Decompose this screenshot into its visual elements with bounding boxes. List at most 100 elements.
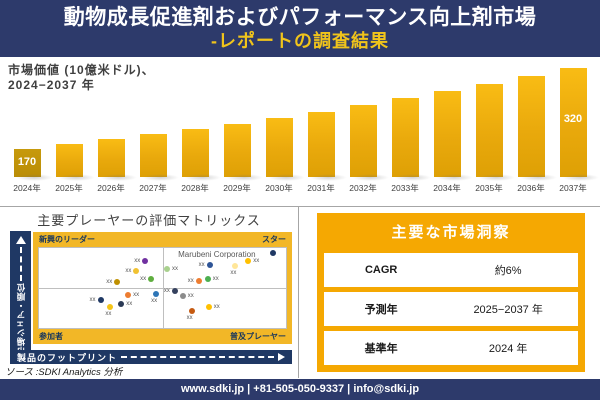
dot-label: xx bbox=[230, 270, 237, 277]
bar-value-label: 320 bbox=[563, 113, 583, 125]
dot-label: xx bbox=[171, 266, 178, 273]
player-dot: xx bbox=[205, 303, 220, 310]
dot-marker bbox=[188, 307, 195, 314]
footer-contact-bar: www.sdki.jp | +81-505-050-9337 | info@sd… bbox=[0, 379, 600, 400]
matrix-frame: 新興のリーダー スター Marubeni Corporation xx xx xx x… bbox=[33, 232, 292, 344]
dot-marker bbox=[270, 249, 277, 256]
player-dot: xx bbox=[230, 263, 239, 276]
dot-marker bbox=[205, 303, 212, 310]
player-dot: xx bbox=[164, 288, 178, 295]
bar bbox=[223, 124, 263, 181]
year-label: 2035年 bbox=[475, 183, 503, 193]
dashed-line-horizontal bbox=[121, 356, 274, 358]
insights-table-header: 主要な市場洞察 bbox=[391, 224, 511, 241]
bar bbox=[391, 98, 431, 181]
insights-table: 主要な市場洞察 CAGR 約6% 予測年 2025−2037 年基準年 2024 年 bbox=[317, 213, 585, 372]
insight-row-label: 基準年 bbox=[364, 343, 398, 355]
dot-label: xx bbox=[126, 300, 133, 307]
insight-row-label: 予測年 bbox=[364, 304, 398, 316]
insight-row-value: 2025−2037 年 bbox=[473, 304, 543, 316]
year-label: 2033年 bbox=[391, 183, 419, 193]
report-header: 動物成長促進剤およびパフォーマンス向上剤市場 -レポートの調査結果 bbox=[0, 0, 600, 57]
insights-rows: CAGR 約6% 予測年 2025−2037 年基準年 2024 年 bbox=[324, 253, 578, 365]
bar bbox=[475, 84, 515, 181]
player-dot: xx bbox=[245, 257, 259, 264]
year-label: 2030年 bbox=[265, 183, 293, 193]
player-dot: xx bbox=[179, 293, 194, 300]
player-dot: xx bbox=[188, 277, 202, 284]
bar-column-2027年: 2027年 bbox=[132, 134, 179, 194]
dot-marker bbox=[204, 275, 211, 282]
year-label: 2027年 bbox=[139, 183, 167, 193]
horizontal-divider bbox=[0, 206, 600, 207]
arrow-right-icon bbox=[278, 353, 285, 361]
bar: 170 bbox=[13, 149, 53, 181]
player-dot: xx bbox=[105, 303, 114, 317]
insight-row-予測年: 予測年 2025−2037 年 bbox=[324, 292, 578, 326]
dot-label: xx bbox=[105, 310, 112, 317]
bar bbox=[265, 118, 305, 181]
dot-label: xx bbox=[163, 288, 170, 295]
dashed-line-vertical bbox=[19, 247, 22, 281]
dot-label: xx bbox=[106, 278, 113, 285]
year-label: 2025年 bbox=[55, 183, 83, 193]
dot-label: xx bbox=[89, 297, 96, 304]
player-dot bbox=[270, 249, 277, 256]
chart-axis-title: 市場価値 (10億米ドル)、 2024−2037 年 bbox=[8, 63, 155, 93]
player-dot: xx bbox=[134, 257, 149, 264]
dot-marker bbox=[118, 300, 125, 307]
dot-marker bbox=[232, 263, 239, 270]
dot-marker bbox=[97, 297, 104, 304]
matrix-grid-horizontal bbox=[39, 288, 286, 289]
company-label: Marubeni Corporation bbox=[178, 250, 256, 259]
matrix-y-axis: 市場シェア・順位 bbox=[10, 231, 31, 364]
year-label: 2026年 bbox=[97, 183, 125, 193]
dot-label: xx bbox=[213, 303, 220, 310]
player-dot: xx bbox=[151, 291, 160, 304]
insight-row-CAGR: CAGR 約6% bbox=[324, 253, 578, 287]
bar bbox=[433, 91, 473, 181]
player-dot: xx bbox=[125, 268, 140, 275]
bar-chart: 170 2024年 2025年 2026年 2027年 2028年 2029年 2030年 20… bbox=[6, 68, 599, 194]
bar-column-2030年: 2030年 bbox=[258, 118, 305, 194]
dot-marker bbox=[195, 277, 202, 284]
y-axis-label: 市場シェア・順位 bbox=[15, 283, 26, 355]
bar bbox=[307, 112, 347, 181]
bar bbox=[139, 134, 179, 181]
chart-axis-title-line1: 市場価値 (10億米ドル)、 bbox=[8, 63, 155, 77]
matrix-title: 主要プレーヤーの評価マトリックス bbox=[37, 213, 261, 228]
dot-marker bbox=[171, 288, 178, 295]
dot-label: xx bbox=[133, 292, 140, 299]
player-dot: xx bbox=[90, 297, 104, 304]
quadrant-label-star: スター bbox=[262, 235, 286, 244]
year-label: 2028年 bbox=[181, 183, 209, 193]
dot-label: xx bbox=[125, 268, 132, 275]
insight-row-基準年: 基準年 2024 年 bbox=[324, 331, 578, 365]
bar-column-2036年: 2036年 bbox=[510, 76, 557, 194]
bar-column-2033年: 2033年 bbox=[384, 98, 431, 194]
dot-label: xx bbox=[151, 298, 158, 305]
bar-value-label: 170 bbox=[17, 156, 37, 168]
matrix-bottom-labels: 参加者 普及プレーヤー bbox=[33, 329, 292, 343]
bar-column-2026年: 2026年 bbox=[90, 139, 137, 194]
market-value-chart-section: 市場価値 (10億米ドル)、 2024−2037 年 170 2024年 2025年… bbox=[0, 57, 600, 206]
dot-marker bbox=[206, 262, 213, 269]
bar bbox=[55, 144, 95, 181]
year-label: 2036年 bbox=[517, 183, 545, 193]
player-dot: xx bbox=[106, 278, 121, 285]
chart-axis-title-line2: 2024−2037 年 bbox=[8, 78, 95, 92]
insight-row-label: CAGR bbox=[364, 264, 398, 276]
year-label: 2029年 bbox=[223, 183, 251, 193]
dot-label: xx bbox=[187, 277, 194, 284]
dot-marker bbox=[245, 257, 252, 264]
dot-label: xx bbox=[140, 275, 147, 282]
player-dot: xx bbox=[118, 300, 132, 307]
year-label: 2032年 bbox=[349, 183, 377, 193]
bar-column-2037年: 320 2037年 bbox=[552, 68, 599, 194]
vertical-divider bbox=[298, 207, 299, 378]
player-dot: xx bbox=[140, 275, 155, 282]
bar bbox=[97, 139, 137, 181]
bar bbox=[181, 129, 221, 181]
player-dot: xx bbox=[204, 275, 219, 282]
